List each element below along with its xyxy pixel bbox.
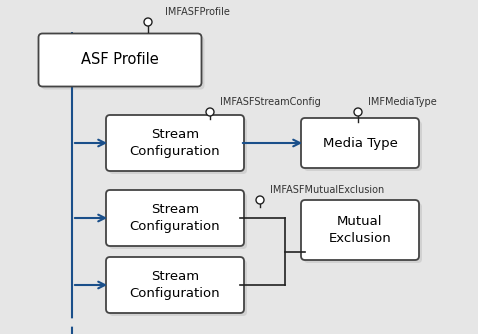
FancyBboxPatch shape xyxy=(109,118,247,174)
Circle shape xyxy=(256,196,264,204)
Text: IMFASFProfile: IMFASFProfile xyxy=(165,7,230,17)
Text: ASF Profile: ASF Profile xyxy=(81,52,159,67)
FancyBboxPatch shape xyxy=(301,200,419,260)
Text: IMFASFStreamConfig: IMFASFStreamConfig xyxy=(220,97,321,107)
FancyBboxPatch shape xyxy=(304,121,422,171)
FancyBboxPatch shape xyxy=(39,33,202,87)
FancyBboxPatch shape xyxy=(106,190,244,246)
FancyBboxPatch shape xyxy=(106,115,244,171)
FancyBboxPatch shape xyxy=(109,260,247,316)
Text: Stream
Configuration: Stream Configuration xyxy=(130,270,220,300)
Text: Mutual
Exclusion: Mutual Exclusion xyxy=(328,215,391,245)
FancyBboxPatch shape xyxy=(304,203,422,263)
FancyBboxPatch shape xyxy=(42,36,205,90)
Text: IMFMediaType: IMFMediaType xyxy=(368,97,437,107)
FancyBboxPatch shape xyxy=(106,257,244,313)
Circle shape xyxy=(354,108,362,116)
FancyBboxPatch shape xyxy=(109,193,247,249)
Text: IMFASFMutualExclusion: IMFASFMutualExclusion xyxy=(270,185,384,195)
Text: Stream
Configuration: Stream Configuration xyxy=(130,203,220,233)
Text: Media Type: Media Type xyxy=(323,137,397,150)
Circle shape xyxy=(144,18,152,26)
Text: Stream
Configuration: Stream Configuration xyxy=(130,128,220,158)
FancyBboxPatch shape xyxy=(301,118,419,168)
Circle shape xyxy=(206,108,214,116)
